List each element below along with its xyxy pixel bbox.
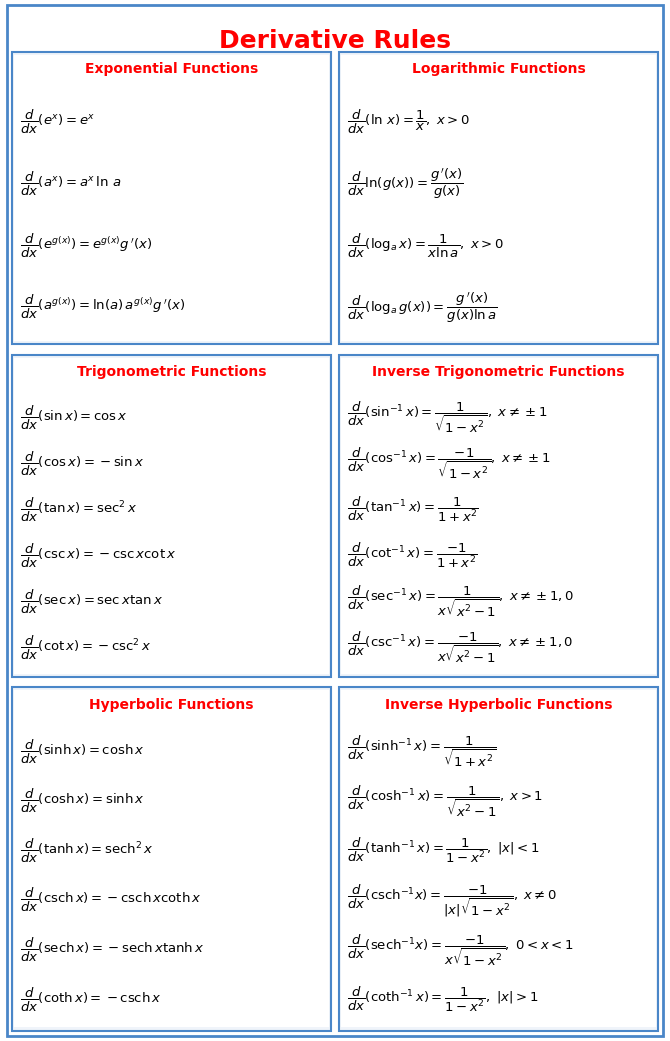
Text: $\dfrac{d}{dx}\left(a^{x}\right) = a^{x}\,\ln\,a$: $\dfrac{d}{dx}\left(a^{x}\right) = a^{x}… (20, 170, 121, 198)
Text: $\dfrac{d}{dx}(\sec x) = \sec x\tan x$: $\dfrac{d}{dx}(\sec x) = \sec x\tan x$ (20, 587, 163, 615)
FancyBboxPatch shape (339, 687, 658, 1031)
Text: $\dfrac{d}{dx}(\cos x) = -\sin x$: $\dfrac{d}{dx}(\cos x) = -\sin x$ (20, 450, 144, 478)
Text: Derivative Rules: Derivative Rules (219, 29, 451, 53)
FancyBboxPatch shape (14, 55, 329, 341)
Text: $\dfrac{d}{dx}(\coth x) = -\mathrm{csch}\,x$: $\dfrac{d}{dx}(\coth x) = -\mathrm{csch}… (20, 986, 162, 1014)
Text: $\dfrac{d}{dx}(\ln\,x) = \dfrac{1}{x},\;x > 0$: $\dfrac{d}{dx}(\ln\,x) = \dfrac{1}{x},\;… (347, 108, 470, 136)
Text: $\dfrac{d}{dx}\ln(g(x)) = \dfrac{g\,'(x)}{g(x)}$: $\dfrac{d}{dx}\ln(g(x)) = \dfrac{g\,'(x)… (347, 167, 464, 201)
Text: $\dfrac{d}{dx}(\sin x) = \cos x$: $\dfrac{d}{dx}(\sin x) = \cos x$ (20, 403, 128, 432)
Text: $\dfrac{d}{dx}(\cot x) = -\csc^{2}x$: $\dfrac{d}{dx}(\cot x) = -\csc^{2}x$ (20, 633, 151, 661)
Text: $\dfrac{d}{dx}(\tan x) = \sec^{2}x$: $\dfrac{d}{dx}(\tan x) = \sec^{2}x$ (20, 496, 137, 524)
Text: Inverse Hyperbolic Functions: Inverse Hyperbolic Functions (385, 697, 612, 712)
Text: Exponential Functions: Exponential Functions (85, 62, 258, 76)
Text: $\dfrac{d}{dx}(\mathrm{sech}^{-1}x) = \dfrac{-1}{x\sqrt{1-x^{2}}},\;0 < x < 1$: $\dfrac{d}{dx}(\mathrm{sech}^{-1}x) = \d… (347, 933, 574, 968)
FancyBboxPatch shape (341, 358, 656, 674)
FancyBboxPatch shape (341, 55, 656, 341)
Text: Trigonometric Functions: Trigonometric Functions (77, 365, 266, 379)
Text: $\dfrac{d}{dx}(\cot^{-1}x) = \dfrac{-1}{1+x^{2}}$: $\dfrac{d}{dx}(\cot^{-1}x) = \dfrac{-1}{… (347, 541, 478, 570)
Text: $\dfrac{d}{dx}(\coth^{-1}x) = \dfrac{1}{1-x^{2}},\;|x| > 1$: $\dfrac{d}{dx}(\coth^{-1}x) = \dfrac{1}{… (347, 985, 539, 1014)
Text: $\dfrac{d}{dx}(\log_{a}x) = \dfrac{1}{x\ln a},\;x > 0$: $\dfrac{d}{dx}(\log_{a}x) = \dfrac{1}{x\… (347, 232, 504, 260)
FancyBboxPatch shape (14, 690, 329, 1027)
Text: $\dfrac{d}{dx}(\mathrm{sech}\,x) = -\mathrm{sech}\,x\tanh x$: $\dfrac{d}{dx}(\mathrm{sech}\,x) = -\mat… (20, 936, 204, 964)
FancyBboxPatch shape (7, 5, 663, 1036)
Text: $\dfrac{d}{dx}(\tanh x) = \mathrm{sech}^{2}\,x$: $\dfrac{d}{dx}(\tanh x) = \mathrm{sech}^… (20, 837, 154, 865)
FancyBboxPatch shape (14, 358, 329, 674)
Text: $\dfrac{d}{dx}(\cosh x) = \sinh x$: $\dfrac{d}{dx}(\cosh x) = \sinh x$ (20, 787, 145, 815)
FancyBboxPatch shape (12, 687, 331, 1031)
Text: $\dfrac{d}{dx}\left(e^{x}\right) = e^{x}$: $\dfrac{d}{dx}\left(e^{x}\right) = e^{x}… (20, 108, 95, 136)
Text: $\dfrac{d}{dx}(\tanh^{-1}x) = \dfrac{1}{1-x^{2}},\;|x| < 1$: $\dfrac{d}{dx}(\tanh^{-1}x) = \dfrac{1}{… (347, 836, 539, 865)
FancyBboxPatch shape (339, 355, 658, 677)
Text: $\dfrac{d}{dx}(\csc x) = -\csc x\cot x$: $\dfrac{d}{dx}(\csc x) = -\csc x\cot x$ (20, 541, 176, 569)
Text: Hyperbolic Functions: Hyperbolic Functions (89, 697, 254, 712)
Text: $\dfrac{d}{dx}(\cos^{-1}x) = \dfrac{-1}{\sqrt{1-x^{2}}},\;x \neq \pm1$: $\dfrac{d}{dx}(\cos^{-1}x) = \dfrac{-1}{… (347, 446, 551, 481)
Text: Logarithmic Functions: Logarithmic Functions (411, 62, 586, 76)
FancyBboxPatch shape (339, 52, 658, 345)
Text: $\dfrac{d}{dx}(\cosh^{-1}x) = \dfrac{1}{\sqrt{x^{2}-1}},\;x > 1$: $\dfrac{d}{dx}(\cosh^{-1}x) = \dfrac{1}{… (347, 784, 543, 819)
FancyBboxPatch shape (12, 355, 331, 677)
Text: $\dfrac{d}{dx}(\log_{a}g(x)) = \dfrac{g\,'(x)}{g(x)\ln a}$: $\dfrac{d}{dx}(\log_{a}g(x)) = \dfrac{g\… (347, 290, 498, 325)
Text: $\dfrac{d}{dx}(\mathrm{csch}^{-1}x) = \dfrac{-1}{|x|\sqrt{1-x^{2}}},\;x \neq 0$: $\dfrac{d}{dx}(\mathrm{csch}^{-1}x) = \d… (347, 882, 557, 919)
Text: $\dfrac{d}{dx}\left(e^{g(x)}\right) = e^{g(x)}g\,'(x)$: $\dfrac{d}{dx}\left(e^{g(x)}\right) = e^… (20, 232, 153, 260)
Text: $\dfrac{d}{dx}\left(a^{g(x)}\right) = \ln(a)\,a^{g(x)}g\,'(x)$: $\dfrac{d}{dx}\left(a^{g(x)}\right) = \l… (20, 294, 185, 322)
Text: $\dfrac{d}{dx}(\tan^{-1}x) = \dfrac{1}{1+x^{2}}$: $\dfrac{d}{dx}(\tan^{-1}x) = \dfrac{1}{1… (347, 494, 479, 524)
Text: Inverse Trigonometric Functions: Inverse Trigonometric Functions (373, 365, 624, 379)
Text: $\dfrac{d}{dx}(\sec^{-1}x) = \dfrac{1}{x\sqrt{x^{2}-1}},\;x \neq \pm1,0$: $\dfrac{d}{dx}(\sec^{-1}x) = \dfrac{1}{x… (347, 584, 574, 619)
Text: $\dfrac{d}{dx}(\sinh x) = \cosh x$: $\dfrac{d}{dx}(\sinh x) = \cosh x$ (20, 737, 145, 765)
Text: $\dfrac{d}{dx}(\sinh^{-1}x) = \dfrac{1}{\sqrt{1+x^{2}}}$: $\dfrac{d}{dx}(\sinh^{-1}x) = \dfrac{1}{… (347, 734, 496, 769)
FancyBboxPatch shape (12, 52, 331, 345)
Text: $\dfrac{d}{dx}(\csc^{-1}x) = \dfrac{-1}{x\sqrt{x^{2}-1}},\;x \neq \pm1,0$: $\dfrac{d}{dx}(\csc^{-1}x) = \dfrac{-1}{… (347, 630, 574, 665)
FancyBboxPatch shape (341, 690, 656, 1027)
Text: $\dfrac{d}{dx}(\mathrm{csch}\,x) = -\mathrm{csch}\,x\coth x$: $\dfrac{d}{dx}(\mathrm{csch}\,x) = -\mat… (20, 886, 202, 914)
Text: $\dfrac{d}{dx}(\sin^{-1}x) = \dfrac{1}{\sqrt{1-x^{2}}},\;x \neq \pm1$: $\dfrac{d}{dx}(\sin^{-1}x) = \dfrac{1}{\… (347, 400, 547, 435)
